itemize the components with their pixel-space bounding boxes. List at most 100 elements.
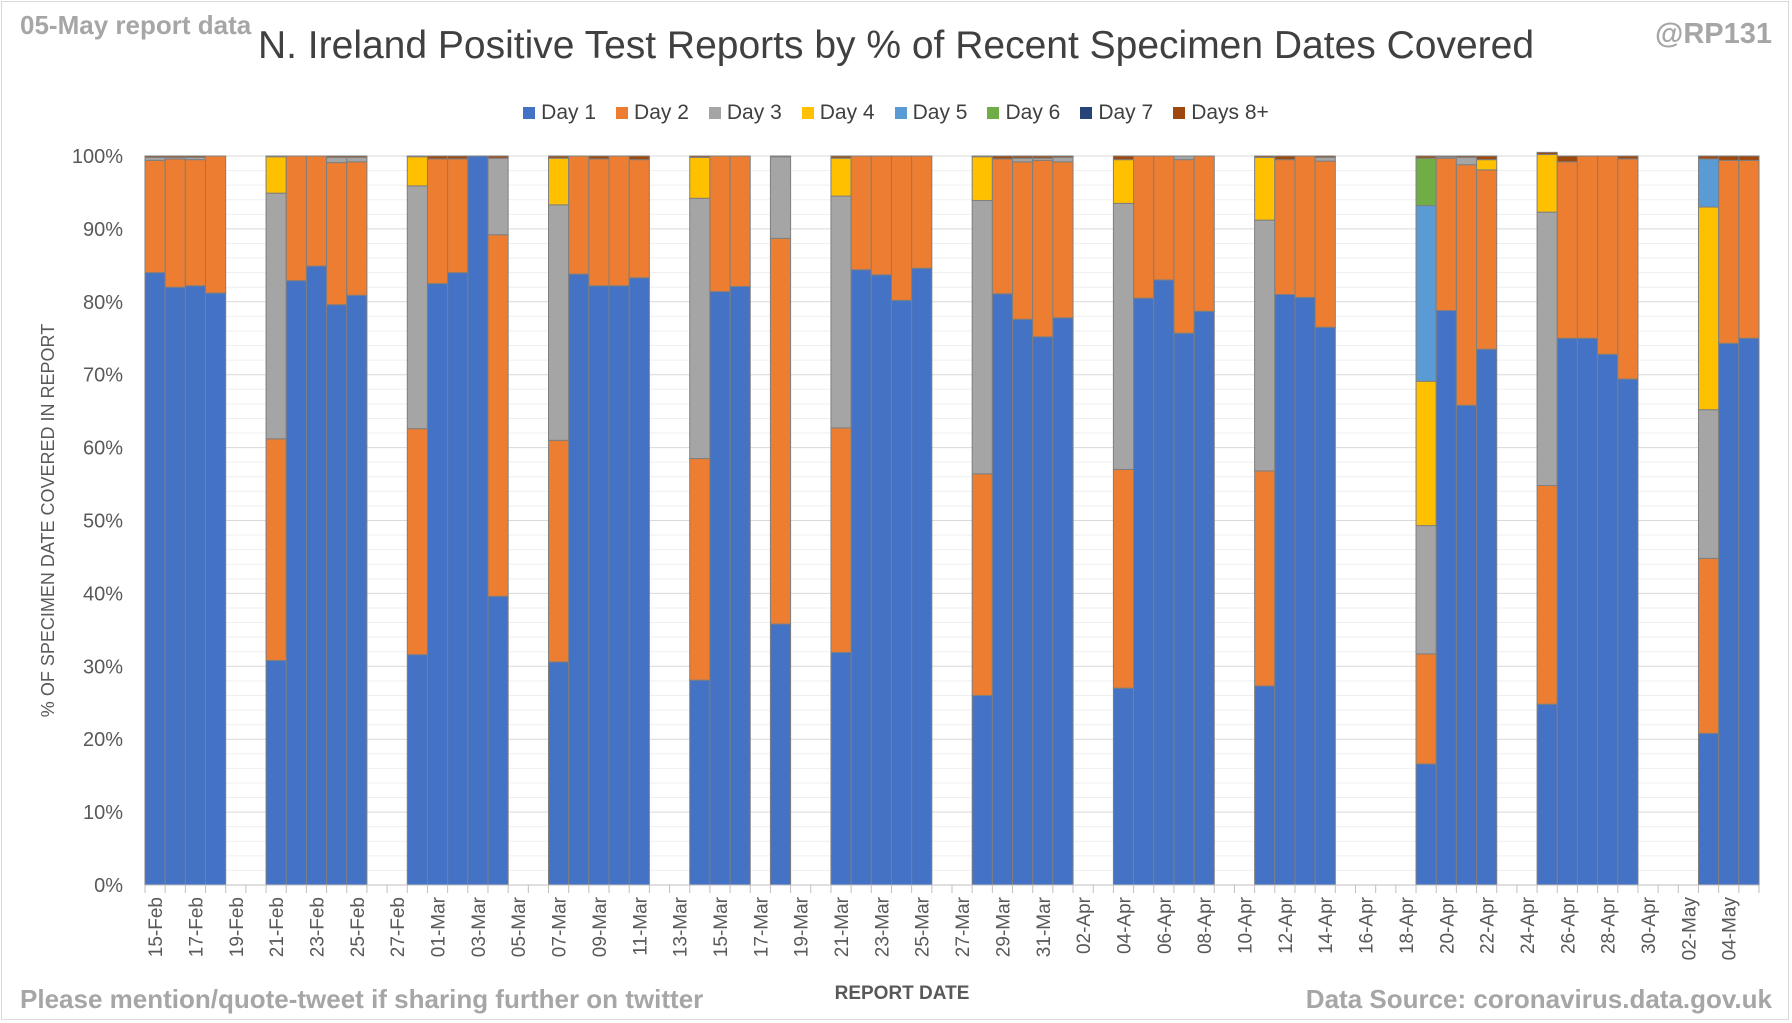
bar-segment <box>1576 337 1599 886</box>
bar-segment <box>1697 557 1720 734</box>
x-tick-label: 27-Feb <box>388 897 409 957</box>
y-axis-title: % OF SPECIMEN DATE COVERED IN REPORT <box>38 324 58 717</box>
y-tick-label: 20% <box>83 729 123 751</box>
bar-segment <box>1112 155 1135 161</box>
bar-segment <box>769 156 792 239</box>
bar-segment <box>1274 159 1296 296</box>
bar-segment <box>1314 160 1336 328</box>
bar-segment <box>1173 332 1195 886</box>
bar-segment <box>548 439 570 663</box>
bar-segment <box>1455 156 1478 166</box>
x-tick-label: 09-Mar <box>590 896 611 957</box>
x-tick-label: 03-Mar <box>469 896 490 957</box>
bar-segment <box>406 155 428 158</box>
bar-segment <box>1556 161 1578 339</box>
y-tick-label: 10% <box>83 802 123 824</box>
bar-segment <box>1415 763 1437 886</box>
bar-segment <box>1476 155 1498 161</box>
bar-segment <box>1415 155 1437 159</box>
y-tick-label: 0% <box>94 875 123 897</box>
x-tick-label: 02-Apr <box>1074 896 1095 954</box>
bar-segment <box>850 155 872 271</box>
x-tick-label: 21-Feb <box>267 897 288 957</box>
bar-segment <box>1012 318 1034 886</box>
y-tick-label: 70% <box>83 365 123 387</box>
x-tick-label: 02-May <box>1679 897 1700 961</box>
bar-segment <box>305 265 328 886</box>
bar-segment <box>830 155 852 159</box>
bar-segment <box>1415 205 1437 382</box>
legend-swatch <box>894 107 907 119</box>
bar-segment <box>1173 155 1195 161</box>
bar-segment <box>305 155 328 267</box>
bar-segment <box>1032 155 1054 159</box>
bar-segment <box>1193 155 1215 312</box>
x-tick-label: 07-Mar <box>550 896 571 957</box>
bar-segment <box>1032 159 1054 338</box>
bar-segment <box>568 155 590 275</box>
bar-segment <box>608 155 630 287</box>
bar-segment <box>1254 685 1276 886</box>
bar-segment <box>447 272 469 886</box>
bar-segment <box>1738 337 1760 886</box>
bar-segment <box>1617 158 1639 380</box>
x-tick-label: 26-Apr <box>1558 896 1579 954</box>
x-tick-label: 22-Apr <box>1478 896 1499 954</box>
bar-segment <box>285 280 307 886</box>
bar-segment <box>346 294 368 886</box>
bar-segment <box>184 285 207 886</box>
legend-item: Day 5 <box>894 101 967 125</box>
bar-segment <box>326 162 348 306</box>
bar-segment <box>1274 294 1296 886</box>
bar-segment <box>971 155 993 158</box>
bar-segment <box>1274 155 1296 161</box>
x-tick-label: 16-Apr <box>1357 896 1378 954</box>
bar-segment <box>1697 158 1720 208</box>
bar-segment <box>1455 404 1478 886</box>
bar-segment <box>971 199 993 475</box>
bar-segment <box>1435 310 1457 886</box>
bar-segment <box>426 158 449 285</box>
data-source: Data Source: coronavirus.data.gov.uk <box>1305 984 1772 1014</box>
bar-segment <box>870 274 892 886</box>
bar-segment <box>1435 155 1457 158</box>
bar-segment <box>346 155 368 158</box>
bar-segment <box>426 283 449 886</box>
bar-segment <box>971 473 993 696</box>
bar-segment <box>406 428 428 656</box>
bar-segment <box>1112 202 1135 470</box>
legend-swatch <box>708 107 721 119</box>
bar-segment <box>1314 156 1336 162</box>
bar-segment <box>1133 297 1155 886</box>
bar-segment <box>1052 161 1074 319</box>
legend-item: Day 4 <box>801 101 875 125</box>
x-tick-label: 25-Feb <box>348 897 369 957</box>
x-tick-label: 31-Mar <box>1034 896 1055 957</box>
legend-swatch <box>616 107 629 119</box>
legend-item: Days 8+ <box>1173 101 1269 125</box>
legend-item: Day 1 <box>523 101 596 125</box>
x-tick-label: 11-Mar <box>630 896 651 955</box>
bar-segment <box>1435 157 1457 312</box>
bar-segment <box>184 159 207 287</box>
bar-segment <box>548 204 570 441</box>
bar-segment <box>830 427 852 653</box>
x-tick-label: 17-Feb <box>186 897 207 957</box>
bar-segment <box>205 292 227 886</box>
legend-item: Day 3 <box>708 101 782 125</box>
x-tick-label: 18-Apr <box>1397 896 1418 954</box>
chart-title: N. Ireland Positive Test Reports by % of… <box>257 24 1535 67</box>
bar-segment <box>1536 485 1558 705</box>
bar-segment <box>548 661 570 886</box>
bar-segment <box>628 155 650 161</box>
x-tick-label: 21-Mar <box>832 896 853 957</box>
bar-segment <box>447 158 469 274</box>
bar-segment <box>1415 653 1437 765</box>
bar-segment <box>1697 409 1720 559</box>
bar-segment <box>709 155 731 293</box>
legend-label: Day 2 <box>634 101 689 124</box>
bar-segment <box>406 654 428 886</box>
bar-segment <box>1254 219 1276 472</box>
bar-segment <box>1617 378 1639 886</box>
